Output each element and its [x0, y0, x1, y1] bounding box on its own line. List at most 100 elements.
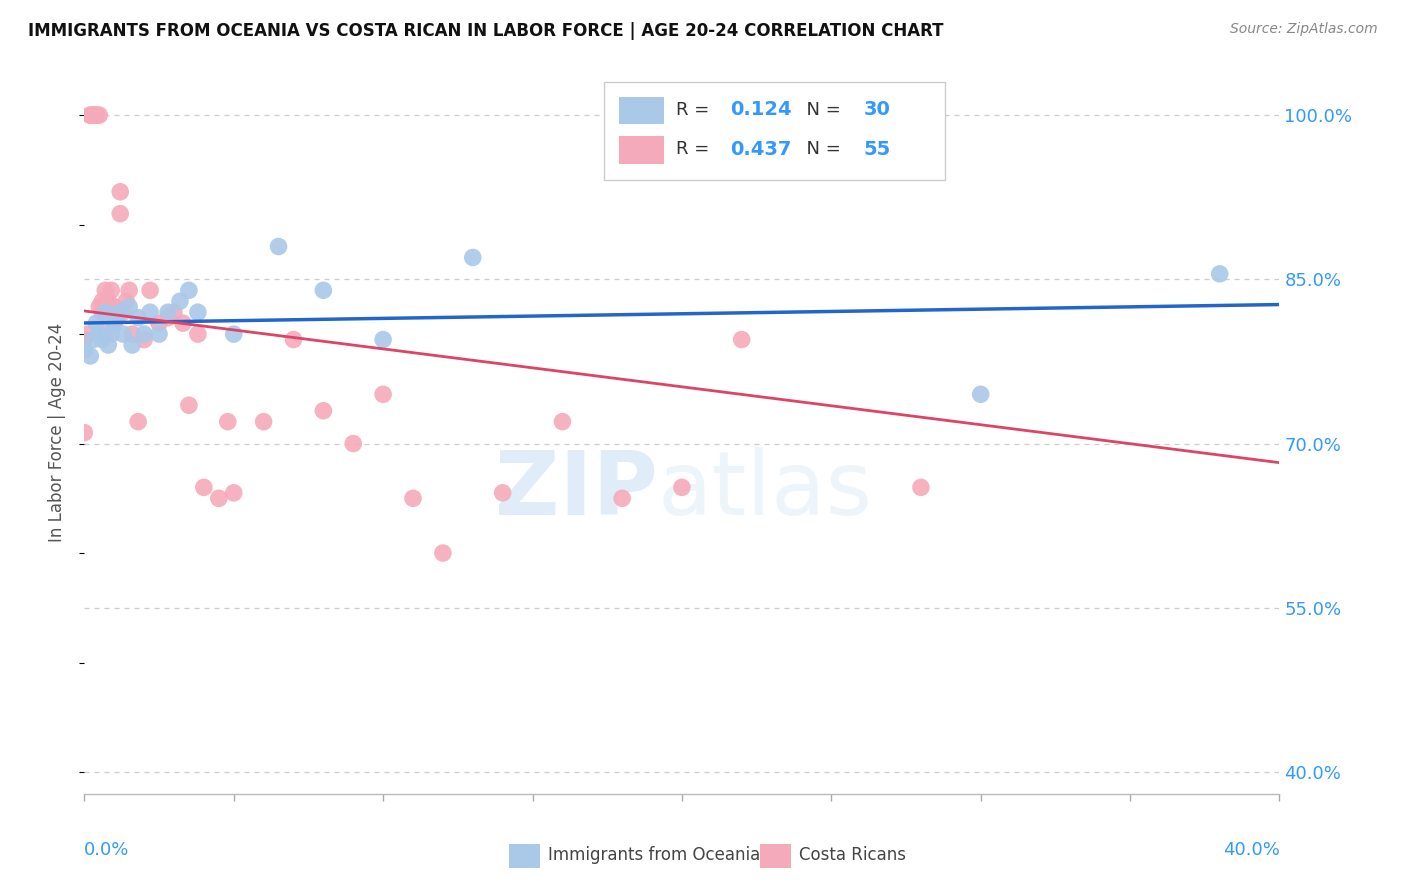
- Point: [177, 398, 200, 412]
- Text: 0.124: 0.124: [730, 100, 792, 120]
- Point: [127, 415, 149, 429]
- Text: Source: ZipAtlas.com: Source: ZipAtlas.com: [1230, 22, 1378, 37]
- Point: [112, 327, 135, 342]
- Text: 55: 55: [863, 140, 891, 159]
- Text: Costa Ricans: Costa Ricans: [799, 847, 905, 864]
- Text: Immigrants from Oceania: Immigrants from Oceania: [548, 847, 761, 864]
- Point: [139, 305, 162, 319]
- Point: [312, 283, 335, 297]
- Point: [187, 327, 209, 342]
- Y-axis label: In Labor Force | Age 20-24: In Labor Force | Age 20-24: [48, 323, 66, 542]
- Point: [110, 305, 132, 319]
- Point: [177, 283, 200, 297]
- Point: [342, 436, 364, 450]
- Point: [169, 294, 191, 309]
- Point: [118, 300, 141, 314]
- Point: [127, 310, 149, 325]
- Point: [187, 305, 209, 319]
- Point: [193, 480, 215, 494]
- Text: N =: N =: [796, 140, 846, 159]
- Text: 30: 30: [863, 100, 890, 120]
- FancyBboxPatch shape: [605, 82, 945, 180]
- Text: 0.0%: 0.0%: [84, 841, 129, 859]
- Point: [105, 305, 128, 319]
- Point: [612, 491, 634, 506]
- Point: [91, 333, 114, 347]
- Point: [91, 305, 114, 319]
- Point: [103, 300, 125, 314]
- Point: [208, 491, 231, 506]
- Text: R =: R =: [676, 101, 714, 119]
- Point: [94, 305, 117, 319]
- Point: [103, 316, 125, 330]
- Point: [970, 387, 993, 401]
- Point: [100, 305, 122, 319]
- Point: [283, 333, 305, 347]
- Point: [373, 387, 395, 401]
- Point: [121, 327, 143, 342]
- Point: [551, 415, 574, 429]
- Text: R =: R =: [676, 140, 714, 159]
- Point: [118, 283, 141, 297]
- Point: [97, 294, 120, 309]
- Text: ZIP: ZIP: [495, 447, 658, 534]
- Point: [461, 251, 484, 265]
- Point: [89, 108, 111, 122]
- Bar: [619, 96, 664, 124]
- Point: [172, 316, 194, 330]
- Bar: [759, 844, 790, 868]
- Point: [432, 546, 454, 560]
- Point: [97, 338, 120, 352]
- Point: [132, 333, 156, 347]
- Point: [76, 327, 98, 342]
- Bar: [509, 844, 540, 868]
- Point: [94, 283, 117, 297]
- Text: 40.0%: 40.0%: [1223, 841, 1279, 859]
- Point: [73, 333, 96, 347]
- Point: [100, 327, 122, 342]
- Point: [148, 316, 170, 330]
- Bar: [619, 136, 664, 164]
- Text: atlas: atlas: [658, 447, 873, 534]
- Point: [82, 333, 104, 347]
- Point: [79, 349, 101, 363]
- Point: [132, 327, 156, 342]
- Point: [112, 305, 135, 319]
- Point: [139, 283, 162, 297]
- Point: [97, 305, 120, 319]
- Point: [373, 333, 395, 347]
- Point: [86, 108, 108, 122]
- Point: [103, 316, 125, 330]
- Point: [148, 327, 170, 342]
- Point: [222, 485, 245, 500]
- Text: 0.437: 0.437: [730, 140, 792, 159]
- Point: [267, 239, 290, 253]
- Point: [82, 108, 104, 122]
- Point: [253, 415, 276, 429]
- Point: [79, 108, 101, 122]
- Point: [89, 327, 111, 342]
- Point: [115, 294, 138, 309]
- Point: [91, 294, 114, 309]
- Text: N =: N =: [796, 101, 846, 119]
- Point: [402, 491, 425, 506]
- Text: IMMIGRANTS FROM OCEANIA VS COSTA RICAN IN LABOR FORCE | AGE 20-24 CORRELATION CH: IMMIGRANTS FROM OCEANIA VS COSTA RICAN I…: [28, 22, 943, 40]
- Point: [121, 338, 143, 352]
- Point: [86, 316, 108, 330]
- Point: [100, 283, 122, 297]
- Point: [157, 310, 180, 325]
- Point: [103, 310, 125, 325]
- Point: [86, 108, 108, 122]
- Point: [157, 305, 180, 319]
- Point: [671, 480, 693, 494]
- Point: [110, 185, 132, 199]
- Point: [110, 207, 132, 221]
- Point: [1209, 267, 1232, 281]
- Point: [222, 327, 245, 342]
- Point: [89, 300, 111, 314]
- Point: [79, 108, 101, 122]
- Point: [492, 485, 515, 500]
- Point: [82, 108, 104, 122]
- Point: [94, 327, 117, 342]
- Point: [217, 415, 239, 429]
